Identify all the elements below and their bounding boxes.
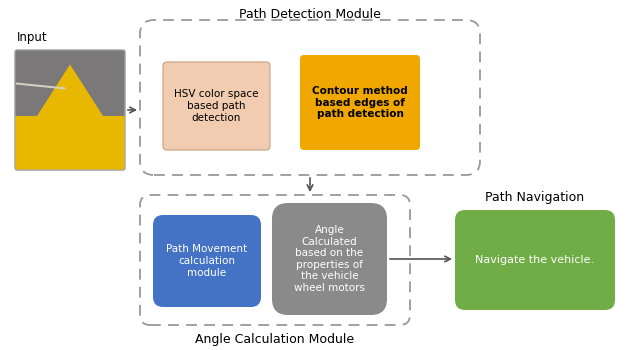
Text: Path Detection Module: Path Detection Module <box>239 7 381 21</box>
Polygon shape <box>37 64 103 116</box>
Text: Angle
Calculated
based on the
properties of
the vehicle
wheel motors: Angle Calculated based on the properties… <box>294 225 365 293</box>
Text: Path Navigation: Path Navigation <box>485 191 584 204</box>
FancyBboxPatch shape <box>300 55 420 150</box>
FancyBboxPatch shape <box>15 50 125 170</box>
Text: HSV color space
based path
detection: HSV color space based path detection <box>174 89 259 122</box>
FancyBboxPatch shape <box>153 215 261 307</box>
FancyBboxPatch shape <box>15 50 125 116</box>
Text: Navigate the vehicle.: Navigate the vehicle. <box>476 255 595 265</box>
FancyBboxPatch shape <box>272 203 387 315</box>
Text: Input: Input <box>17 32 47 44</box>
FancyBboxPatch shape <box>455 210 615 310</box>
FancyBboxPatch shape <box>15 116 125 170</box>
Text: Path Movement
calculation
module: Path Movement calculation module <box>166 244 248 278</box>
Text: Contour method
based edges of
path detection: Contour method based edges of path detec… <box>312 86 408 119</box>
FancyBboxPatch shape <box>163 62 270 150</box>
Text: Angle Calculation Module: Angle Calculation Module <box>195 334 355 346</box>
